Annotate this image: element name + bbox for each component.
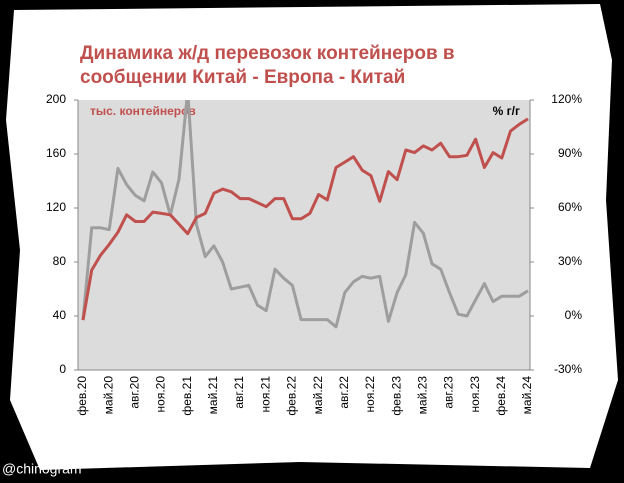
series-line <box>81 100 529 329</box>
y-tick-label: 120 <box>46 200 66 214</box>
y-tick-label: 40 <box>53 308 67 322</box>
x-tick-label: май.20 <box>101 376 115 415</box>
x-tick-label: фев.20 <box>75 376 89 416</box>
chart-title: Динамика ж/д перевозок контейнеров в сооб… <box>80 43 455 88</box>
x-tick-label: авг.21 <box>232 376 246 409</box>
y2-tick-label: 30% <box>558 254 582 268</box>
x-tick-label: май.22 <box>311 376 325 415</box>
x-tick-label: май.21 <box>206 376 220 415</box>
plot-clip <box>81 100 529 329</box>
x-tick-label: ноя.21 <box>258 376 272 413</box>
x-tick-label: ноя.23 <box>468 376 482 413</box>
x-tick-label: фев.21 <box>180 376 194 416</box>
credit: @chinogram <box>2 461 82 477</box>
y-tick-label: 0 <box>59 362 66 376</box>
y2-tick-label: -30% <box>554 362 582 376</box>
y2-tick-label: 120% <box>551 92 582 106</box>
x-tick-label: авг.22 <box>337 376 351 409</box>
plot-area <box>78 100 530 370</box>
x-tick-label: авг.23 <box>442 376 456 409</box>
y-tick-label: 200 <box>46 92 66 106</box>
y-tick-label: 80 <box>53 254 67 268</box>
y-tick-label: 160 <box>46 146 66 160</box>
x-tick-label: авг.20 <box>128 376 142 409</box>
y2-tick-label: 90% <box>558 146 582 160</box>
x-tick-label: май.23 <box>415 376 429 415</box>
x-tick-label: фев.23 <box>389 376 403 416</box>
y2-tick-label: 0% <box>565 308 583 322</box>
x-tick-label: фев.24 <box>494 376 508 416</box>
x-tick-label: ноя.22 <box>363 376 377 413</box>
series-line <box>81 117 529 321</box>
x-tick-label: фев.22 <box>285 376 299 416</box>
y2-tick-label: 60% <box>558 200 582 214</box>
y2-axis-label: % г/г <box>493 104 520 118</box>
x-tick-label: май.24 <box>520 376 534 415</box>
y-axis-label: тыс. контейнеров <box>90 104 196 118</box>
x-tick-label: ноя.20 <box>154 376 168 413</box>
